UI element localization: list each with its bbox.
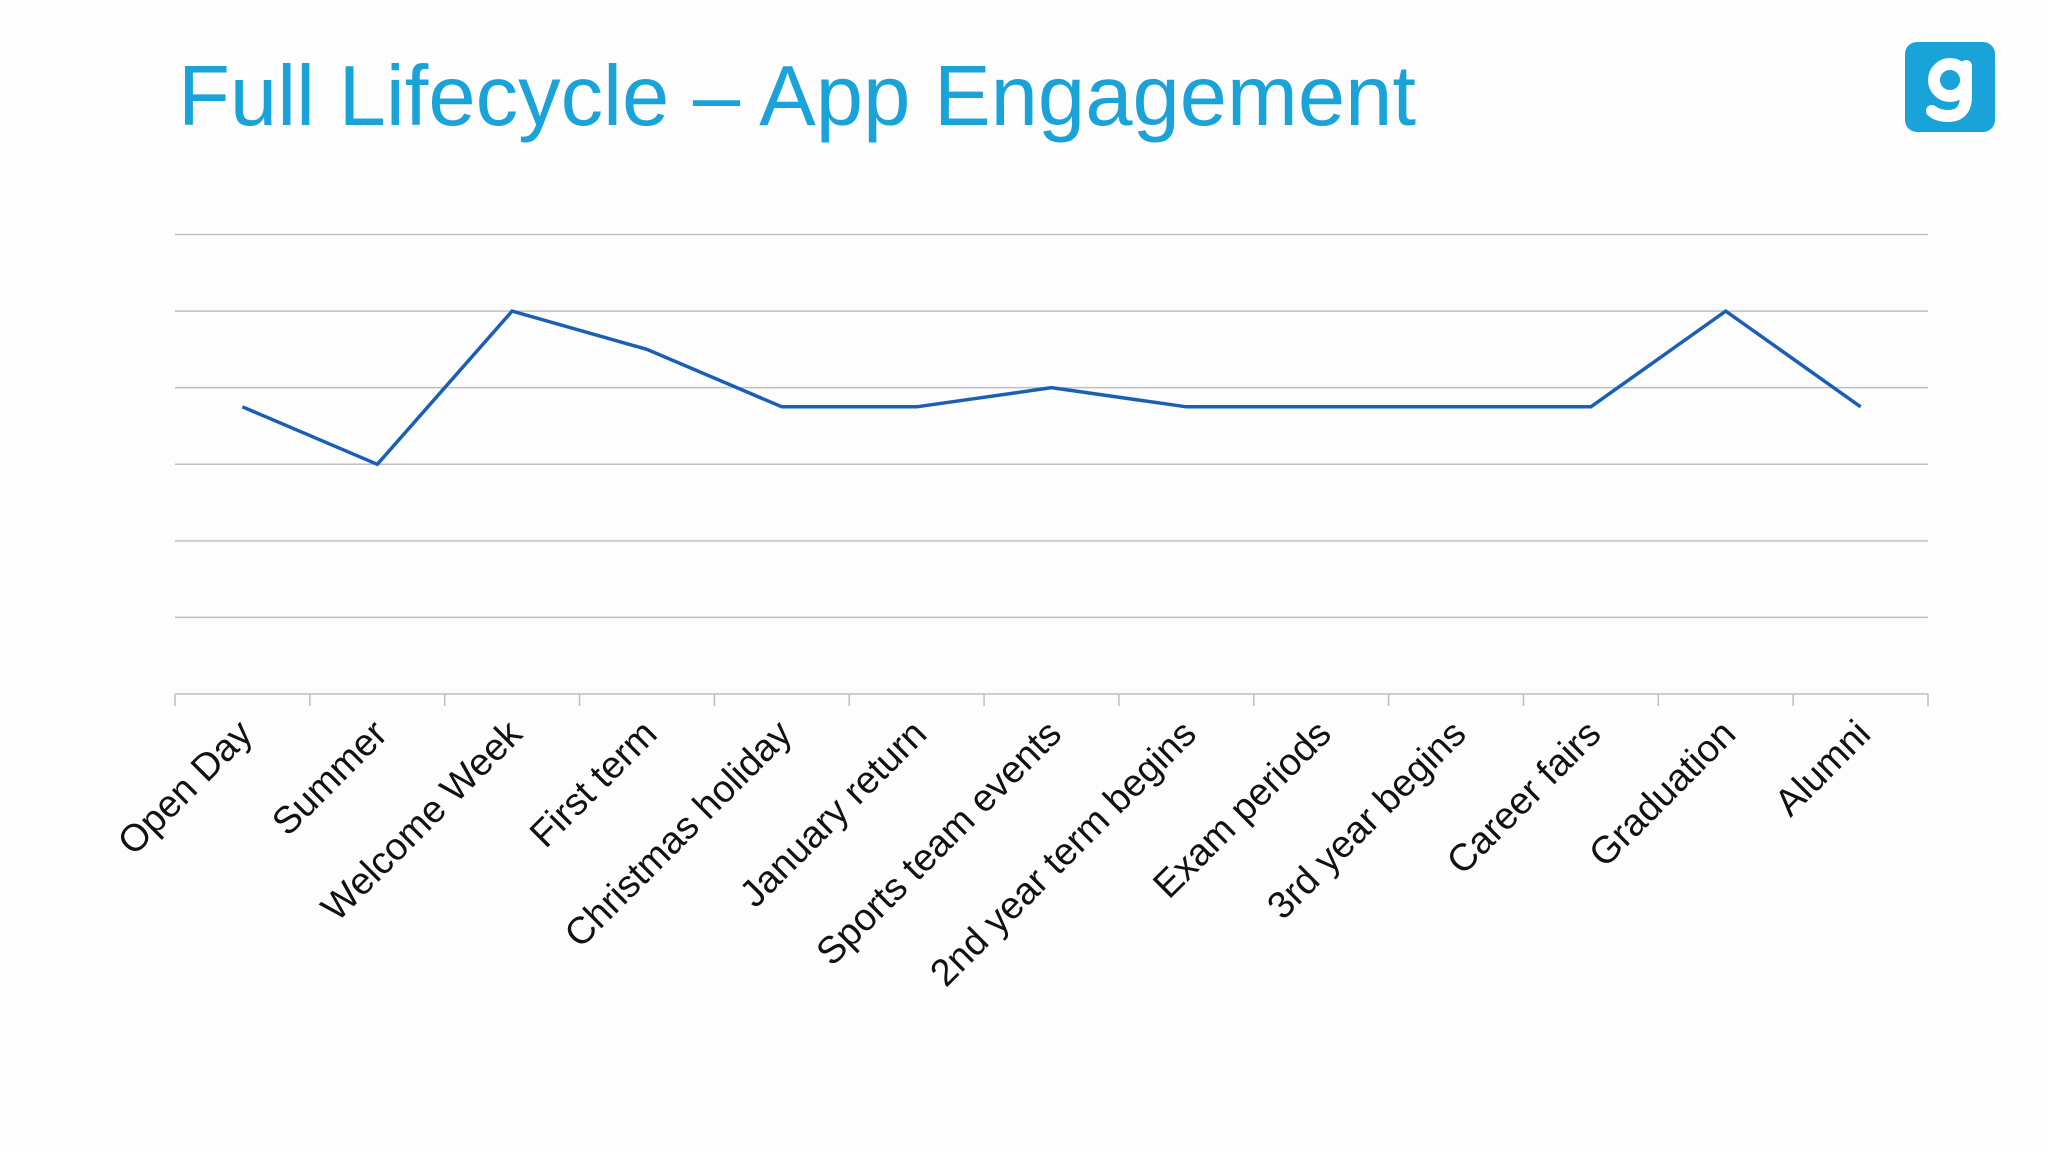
x-tick-label: 2nd year term begins (923, 713, 1205, 995)
g-logo-icon (1905, 42, 1995, 132)
x-axis (174, 693, 1929, 706)
series-layer (241, 308, 1862, 467)
x-tick-label: First term (522, 713, 665, 856)
g-logo-glyph (1926, 58, 1972, 123)
x-tick-label: Graduation (1581, 713, 1744, 876)
gridlines (175, 233, 1928, 619)
x-tick-label: Open Day (110, 713, 261, 864)
x-tick-label: Christmas holiday (557, 713, 800, 956)
series-line (241, 308, 1862, 467)
x-tick-label: Summer (264, 712, 395, 843)
page-title: Full Lifecycle – App Engagement (178, 49, 1416, 144)
x-tick-label: Sports team events (809, 713, 1070, 974)
x-tick-label: Alumni (1767, 713, 1879, 825)
